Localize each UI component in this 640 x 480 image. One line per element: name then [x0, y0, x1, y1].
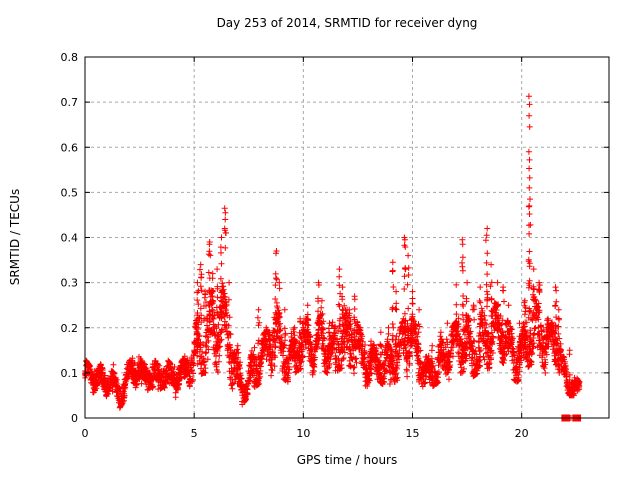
y-tick-label: 0.7 [61, 96, 79, 109]
x-axis-title: GPS time / hours [297, 453, 398, 467]
x-tick-label: 0 [82, 427, 89, 440]
y-tick-label: 0.5 [61, 186, 79, 199]
y-tick-label: 0.1 [61, 367, 79, 380]
data-points-layer [82, 93, 583, 422]
scatter-plus-markers [82, 93, 583, 421]
x-tick-label: 10 [296, 427, 310, 440]
y-tick-label: 0.4 [61, 232, 79, 245]
x-tick-label: 5 [191, 427, 198, 440]
y-tick-label: 0 [71, 412, 78, 425]
y-tick-label: 0.3 [61, 277, 79, 290]
x-tick-label: 15 [406, 427, 420, 440]
chart-title: Day 253 of 2014, SRMTID for receiver dyn… [217, 16, 478, 30]
axes-layer [84, 56, 610, 419]
y-tick-label: 0.8 [61, 51, 79, 64]
x-tick-label: 20 [515, 427, 529, 440]
y-tick-label: 0.2 [61, 322, 79, 335]
y-tick-label: 0.6 [61, 141, 79, 154]
tick-labels: 0 5 10 15 20 0 0.1 0.2 0.3 0.4 0.5 0.6 0.7 0.8 [61, 51, 529, 440]
y-axis-title: SRMTID / TECUs [8, 189, 22, 285]
